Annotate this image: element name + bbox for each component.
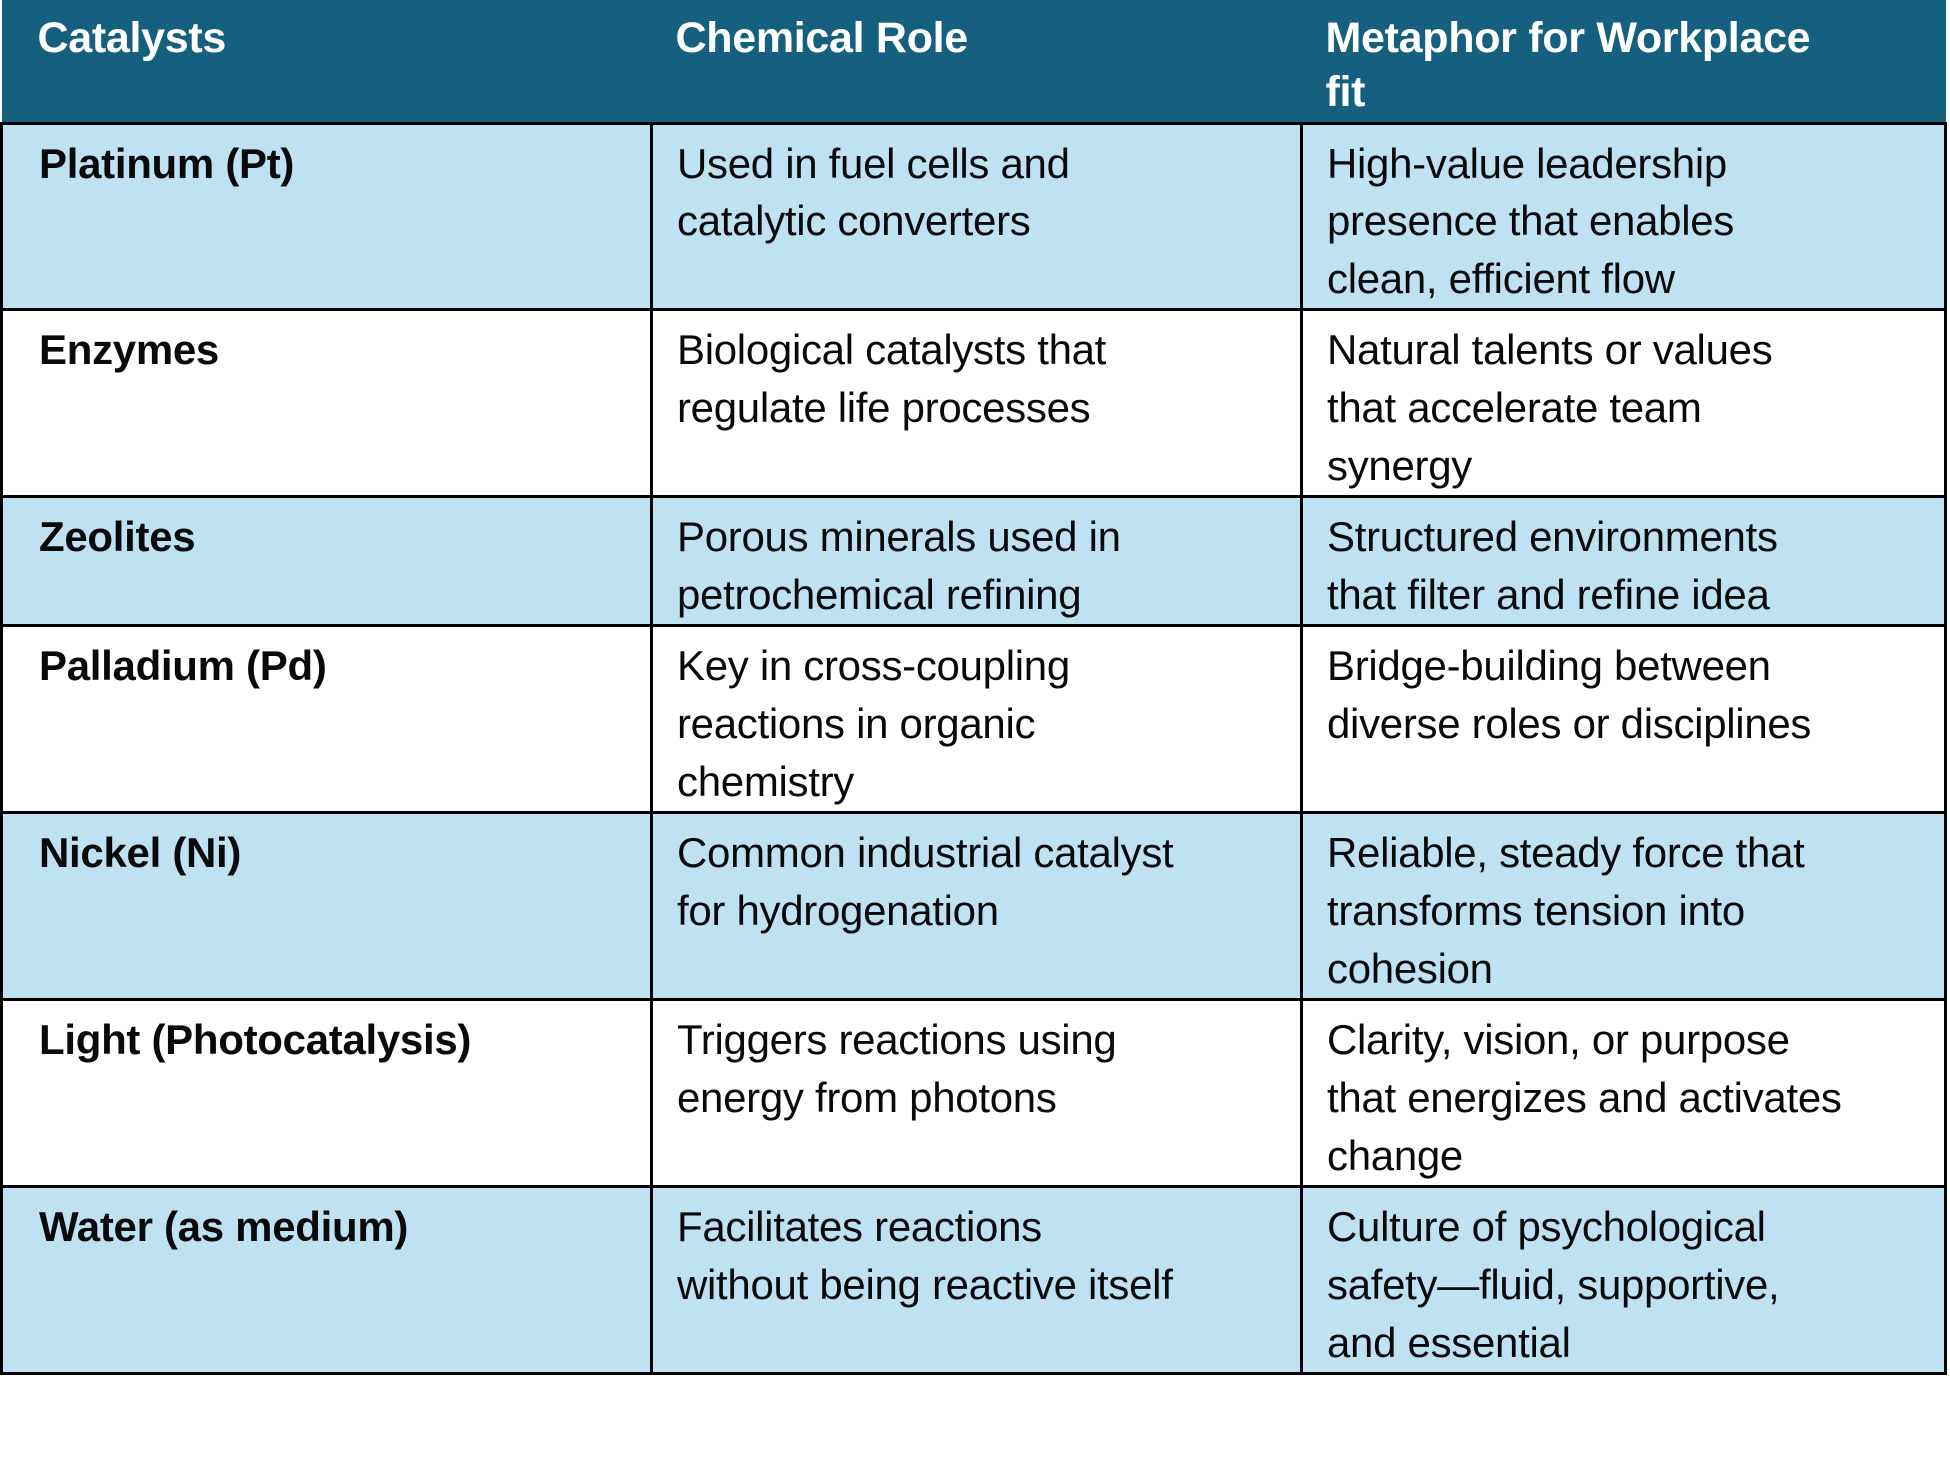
metaphor-cell: Bridge-building between diverse roles or…: [1300, 624, 1947, 814]
metaphor-cell: Clarity, vision, or purpose that energiz…: [1300, 997, 1947, 1188]
role-cell: Key in cross-coupling reactions in organ…: [650, 624, 1303, 814]
table-row-zeolites: Zeolites Porous minerals used in petroch…: [0, 495, 1947, 628]
catalysts-table: Catalysts Chemical Role Metaphor for Wor…: [0, 0, 1947, 1375]
table-row-water: Water (as medium) Facilitates reactions …: [0, 1184, 1947, 1375]
metaphor-cell: High-value leadership presence that enab…: [1300, 121, 1947, 312]
metaphor-cell: Reliable, steady force that transforms t…: [1300, 810, 1947, 1001]
catalyst-cell: Nickel (Ni): [0, 810, 653, 1001]
catalyst-cell: Palladium (Pd): [0, 624, 653, 814]
role-cell: Triggers reactions using energy from pho…: [650, 997, 1303, 1188]
role-cell: Facilitates reactions without being reac…: [650, 1184, 1303, 1375]
header-cell-catalysts: Catalysts: [1, 0, 652, 123]
header-row: Catalysts Chemical Role Metaphor for Wor…: [1, 0, 1946, 123]
table-row-palladium: Palladium (Pd) Key in cross-coupling rea…: [0, 624, 1947, 814]
table-row-nickel: Nickel (Ni) Common industrial catalyst f…: [0, 810, 1947, 1001]
header-cell-chemical-role: Chemical Role: [651, 0, 1302, 123]
metaphor-cell: Structured environments that filter and …: [1300, 495, 1947, 628]
catalyst-cell: Zeolites: [0, 495, 653, 628]
header-cell-metaphor: Metaphor for Workplace fit: [1301, 0, 1946, 123]
role-cell: Used in fuel cells and catalytic convert…: [650, 121, 1303, 312]
catalyst-cell: Platinum (Pt): [0, 121, 653, 312]
table-row-light: Light (Photocatalysis) Triggers reaction…: [0, 997, 1947, 1188]
table-row-enzymes: Enzymes Biological catalysts that regula…: [0, 308, 1947, 499]
role-cell: Common industrial catalyst for hydrogena…: [650, 810, 1303, 1001]
catalyst-cell: Enzymes: [0, 308, 653, 499]
metaphor-cell: Natural talents or values that accelerat…: [1300, 308, 1947, 499]
catalyst-cell: Light (Photocatalysis): [0, 997, 653, 1188]
metaphor-cell: Culture of psychological safety—fluid, s…: [1300, 1184, 1947, 1375]
catalyst-cell: Water (as medium): [0, 1184, 653, 1375]
role-cell: Porous minerals used in petrochemical re…: [650, 495, 1303, 628]
role-cell: Biological catalysts that regulate life …: [650, 308, 1303, 499]
table-row-platinum: Platinum (Pt) Used in fuel cells and cat…: [0, 121, 1947, 312]
